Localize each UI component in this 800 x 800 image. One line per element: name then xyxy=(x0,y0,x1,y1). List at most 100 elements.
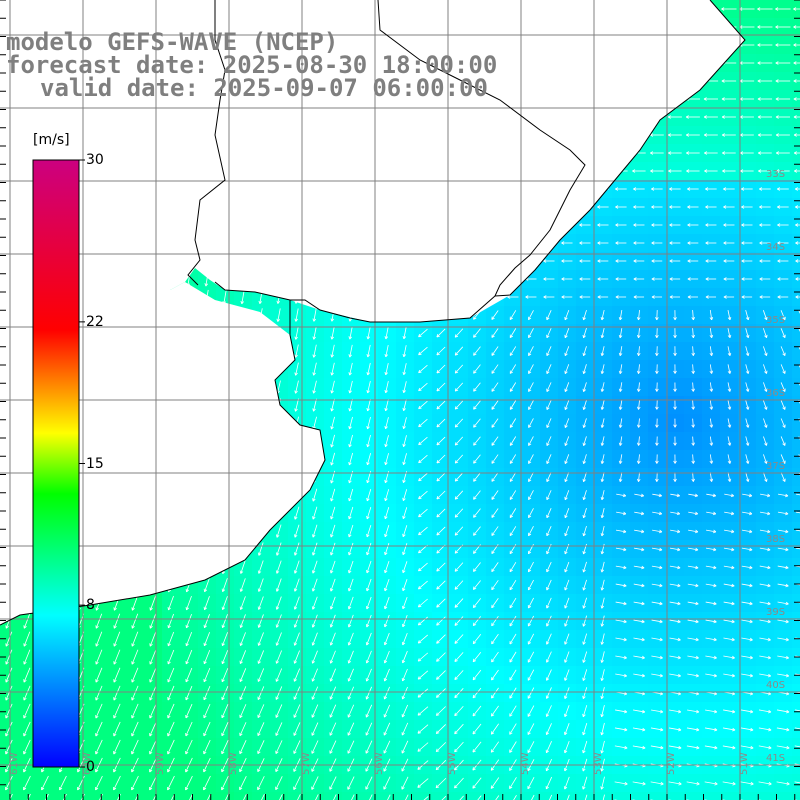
speed-cell xyxy=(306,792,325,800)
wind-arrow xyxy=(687,259,699,263)
speed-cell xyxy=(612,792,631,800)
wind-arrow xyxy=(366,362,371,376)
wind-arrow xyxy=(740,151,754,155)
speed-cell xyxy=(162,774,181,793)
wind-arrow xyxy=(763,472,768,482)
speed-cell xyxy=(450,720,469,739)
wind-arrow xyxy=(793,61,800,65)
lat-label: 35S xyxy=(766,315,785,326)
wind-arrow xyxy=(667,115,682,119)
speed-cell xyxy=(792,450,800,469)
wind-arrow xyxy=(582,472,587,483)
wind-arrow xyxy=(723,205,735,209)
speed-cell xyxy=(432,360,451,379)
wind-arrow xyxy=(685,115,700,119)
wind-arrow xyxy=(384,417,389,430)
wind-arrow xyxy=(655,436,659,446)
speed-cell xyxy=(468,522,487,541)
speed-cell xyxy=(486,702,505,721)
wind-arrow xyxy=(691,472,695,482)
speed-cell xyxy=(414,342,433,361)
wind-arrow xyxy=(636,400,641,410)
speed-cell xyxy=(72,792,91,800)
speed-cell xyxy=(792,432,800,451)
wind-arrow xyxy=(597,223,609,227)
wind-arrow xyxy=(618,364,623,374)
wind-arrow xyxy=(546,418,552,428)
wind-arrow xyxy=(633,223,645,227)
speed-cell xyxy=(414,522,433,541)
wind-arrow xyxy=(709,382,714,392)
wind-arrow xyxy=(436,436,446,446)
speed-cell xyxy=(450,342,469,361)
speed-cell xyxy=(450,792,469,800)
wind-arrow xyxy=(759,259,771,263)
speed-cell xyxy=(468,720,487,739)
wind-arrow xyxy=(777,187,789,191)
wind-arrow xyxy=(436,454,446,464)
wind-arrow xyxy=(669,187,681,191)
wind-arrow xyxy=(709,454,714,464)
speed-cell xyxy=(468,612,487,631)
wind-arrow xyxy=(777,259,789,263)
wind-arrow xyxy=(793,25,800,29)
wind-arrow xyxy=(745,364,750,374)
colorbar-units: [m/s] xyxy=(33,132,70,148)
wind-arrow xyxy=(633,277,645,281)
wind-arrow xyxy=(561,241,573,245)
lon-label: 51W xyxy=(739,752,750,775)
wind-arrow xyxy=(775,133,790,137)
speed-cell xyxy=(126,774,145,793)
wind-arrow xyxy=(651,205,663,209)
speed-cell xyxy=(18,774,37,793)
speed-cell xyxy=(792,612,800,631)
wind-arrow xyxy=(528,382,534,392)
speed-cell xyxy=(450,612,469,631)
speed-cell xyxy=(234,792,253,800)
speed-cell xyxy=(522,720,541,739)
speed-cell xyxy=(504,594,523,613)
wind-arrow xyxy=(691,328,695,339)
speed-cell xyxy=(450,522,469,541)
wind-arrow xyxy=(561,295,573,299)
wind-arrow xyxy=(579,295,591,299)
speed-cell xyxy=(504,432,523,451)
wind-arrow xyxy=(655,382,659,392)
wind-arrow xyxy=(454,436,464,446)
wind-arrow xyxy=(418,400,428,410)
speed-cell xyxy=(558,792,577,800)
wind-arrow xyxy=(384,381,389,394)
wind-arrow xyxy=(330,344,335,358)
speed-cell xyxy=(666,792,685,800)
wind-arrow xyxy=(759,241,771,245)
speed-cell xyxy=(432,540,451,559)
wind-arrow xyxy=(636,436,641,446)
wind-arrow xyxy=(543,277,555,281)
wind-arrow xyxy=(703,115,718,119)
wind-arrow xyxy=(741,277,753,281)
wind-arrow xyxy=(655,400,659,410)
wind-arrow xyxy=(579,259,591,263)
wind-arrow xyxy=(600,364,605,374)
wind-arrow xyxy=(669,295,681,299)
speed-cell xyxy=(468,414,487,433)
wind-arrow xyxy=(491,382,499,392)
wind-arrow xyxy=(597,205,609,209)
wind-arrow xyxy=(759,223,771,227)
wind-arrow xyxy=(673,310,677,321)
colorbar xyxy=(32,159,80,768)
speed-cell xyxy=(522,576,541,595)
wind-arrow xyxy=(636,310,641,321)
speed-cell xyxy=(486,666,505,685)
lat-label: 36S xyxy=(766,388,785,399)
wind-arrow xyxy=(564,436,570,446)
speed-cell xyxy=(486,396,505,415)
wind-arrow xyxy=(780,364,786,374)
speed-cell xyxy=(414,414,433,433)
wind-arrow xyxy=(723,277,735,281)
wind-arrow xyxy=(543,295,555,299)
wind-arrow xyxy=(673,436,677,446)
speed-cell xyxy=(504,630,523,649)
speed-cell xyxy=(504,720,523,739)
speed-cell xyxy=(450,774,469,793)
